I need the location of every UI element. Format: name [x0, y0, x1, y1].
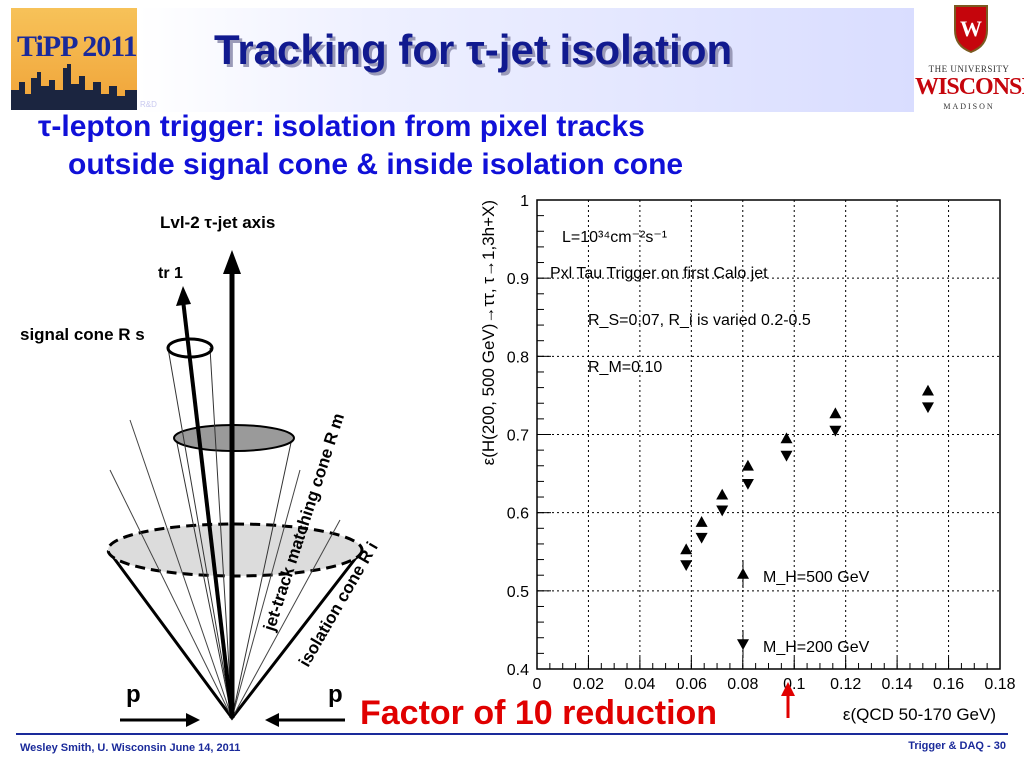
- diagram-axis-label: Lvl-2 τ-jet axis: [160, 213, 275, 232]
- x-tick-label: 0.02: [573, 676, 604, 693]
- y-tick-label: 0.9: [507, 271, 529, 288]
- uw-logo-line3: MADISON: [943, 102, 995, 111]
- data-point-500: [741, 459, 754, 471]
- header-band: [138, 8, 914, 112]
- data-point-200: [741, 478, 754, 490]
- uw-logo-line2: WISCONSIN: [915, 74, 1024, 100]
- x-tick-label: 0.04: [624, 676, 655, 693]
- uw-logo: W THE UNIVERSITY WISCONSIN MADISON: [915, 2, 1024, 120]
- x-tick-label: 0.18: [984, 676, 1015, 693]
- y-axis-label: ε(H(200, 500 GeV)→ττ, τ→1,3h+X): [479, 200, 498, 465]
- data-point-500: [716, 488, 729, 500]
- track1-arrowhead: [176, 286, 191, 306]
- y-tick-label: 0.6: [507, 506, 529, 523]
- data-point-500: [921, 384, 934, 396]
- factor-callout: Factor of 10 reduction: [360, 694, 718, 732]
- y-tick-label: 0.5: [507, 584, 529, 601]
- footer-rule: [16, 733, 1008, 735]
- y-tick-label: 1: [520, 193, 529, 210]
- tipp-logo-sub: R&D: [140, 100, 157, 109]
- legend-label: M_H=500 GeV: [763, 569, 870, 586]
- diagram-track-label: tr 1: [158, 265, 183, 282]
- track-line: [231, 519, 341, 719]
- track-line: [129, 419, 233, 719]
- page-title: Tracking for τ-jet isolation: [214, 26, 733, 73]
- track1-arrow-line: [181, 299, 234, 719]
- data-point-200: [716, 505, 729, 517]
- data-point-500: [829, 407, 842, 419]
- tipp-logo-text: TiPP 2011: [17, 30, 137, 63]
- x-tick-label: 0: [533, 676, 542, 693]
- bullet-line1: τ-lepton trigger: isolation from pixel t…: [38, 110, 645, 143]
- data-point-500: [680, 543, 693, 555]
- track-line: [109, 469, 233, 719]
- tipp-logo: TiPP 2011: [11, 8, 137, 110]
- legend-marker: [737, 639, 749, 650]
- uw-crest-icon: W: [954, 5, 988, 54]
- callout-arrowhead: [781, 682, 795, 696]
- data-point-200: [695, 532, 708, 544]
- bullet-text: τ-lepton trigger: isolation from pixel t…: [38, 108, 683, 184]
- x-tick-label: 0.16: [933, 676, 964, 693]
- x-tick-label: 0.08: [727, 676, 758, 693]
- x-tick-label: 0.12: [830, 676, 861, 693]
- y-tick-label: 0.8: [507, 349, 529, 366]
- track-line: [231, 469, 301, 719]
- footer-left: Wesley Smith, U. Wisconsin June 14, 2011: [20, 742, 241, 754]
- legend-label: M_H=200 GeV: [763, 639, 870, 656]
- data-point-200: [829, 425, 842, 437]
- y-tick-label: 0.7: [507, 428, 529, 445]
- svg-text:W: W: [960, 16, 982, 41]
- chart-annotation: Pxl Tau Trigger on first Calo jet: [550, 265, 768, 282]
- legend-marker: [737, 568, 749, 579]
- y-tick-label: 0.4: [507, 662, 529, 679]
- diagram-p-left: p: [126, 681, 141, 708]
- isolation-cone-ellipse: [106, 522, 364, 578]
- data-point-200: [921, 402, 934, 414]
- uw-logo-line1: THE UNIVERSITY: [928, 64, 1010, 74]
- data-point-500: [695, 516, 708, 527]
- chart-annotation: R_S=0.07, R_i is varied 0.2-0.5: [588, 312, 811, 329]
- cone-diagram: [106, 250, 364, 727]
- jet-axis-arrowhead: [223, 250, 241, 274]
- chart-annotation: R_M=0.10: [588, 359, 662, 376]
- data-point-200: [680, 560, 693, 572]
- chart-annotation: L=10³⁴cm⁻²s⁻¹: [562, 229, 667, 246]
- footer-right: Trigger & DAQ - 30: [908, 740, 1006, 752]
- x-axis-label: ε(QCD 50-170 GeV): [843, 705, 996, 724]
- data-point-500: [780, 432, 793, 444]
- data-point-200: [780, 450, 793, 462]
- x-tick-label: 0.06: [676, 676, 707, 693]
- efficiency-chart: 0 0.02 0.04 0.06 0.08 0.1 0.12 0.14 0.16 0.180.40…: [479, 193, 1016, 724]
- x-tick-label: 0.14: [882, 676, 913, 693]
- skyline-icon: [11, 64, 137, 110]
- diagram-p-right: p: [328, 681, 343, 708]
- diagram-signal-cone-label: signal cone R s: [20, 325, 145, 344]
- bullet-line2: outside signal cone & inside isolation c…: [68, 148, 684, 181]
